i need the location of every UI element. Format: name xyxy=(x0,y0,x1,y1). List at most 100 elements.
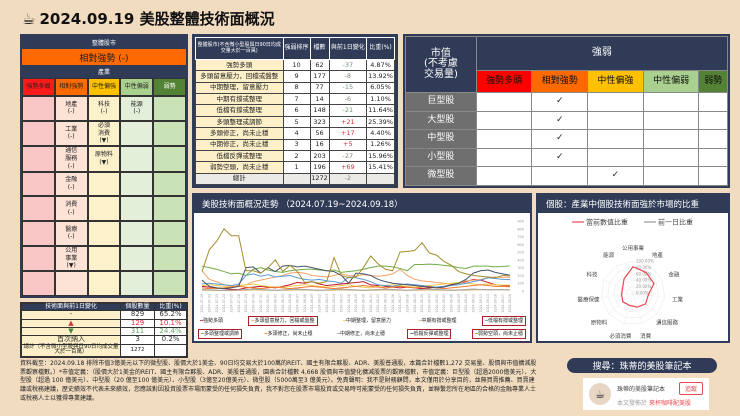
table-row: 中期有撐或整理 7 14 -6 1.10% xyxy=(195,93,395,106)
x-tick-label: 2024-08-30 xyxy=(420,294,424,313)
legend-swatch: ━ xyxy=(201,331,205,337)
table-row-total: 總計（不含微小型股與日90日均成交量大於一百萬） 1272 xyxy=(21,343,187,358)
table-row: 多頭修正，尚未止穩 4 56 +17 4.40% xyxy=(195,127,395,140)
matrix-cell xyxy=(587,129,644,149)
table-row: 中期修正，尚未止穩 3 16 +5 1.26% xyxy=(195,138,395,151)
series-line xyxy=(201,264,511,290)
table-cell: 弱勢空頭，尚未止穩 xyxy=(195,161,284,174)
legend-swatch: ━ xyxy=(200,318,204,324)
table-row: 首次納入 3 0.2% xyxy=(21,335,187,345)
x-tick-label: 2024-08-26 xyxy=(391,294,395,313)
industry-cell xyxy=(120,146,154,172)
industry-panel-header: 整體股市 xyxy=(22,36,186,49)
industry-cell xyxy=(120,245,154,272)
overall-strength-badge: 相對強勢 (-) xyxy=(22,49,186,65)
table-cell: 829 xyxy=(119,310,156,320)
x-tick-label: 2024-08-23 xyxy=(384,294,388,313)
x-tick-label: 2024-07-24 xyxy=(222,294,226,313)
legend-item: ━多頭整理或調節 xyxy=(198,329,243,339)
cap-row-label: 小型股 xyxy=(405,147,477,168)
table-cell: 10 xyxy=(282,58,311,72)
publication-link[interactable]: 來杯咖啡配美股 xyxy=(648,400,691,407)
radar-axis-label: 能源 xyxy=(603,251,615,259)
matrix-cell xyxy=(475,92,533,112)
table-cell xyxy=(282,172,311,186)
x-tick-label: 2024-08-29 xyxy=(413,294,417,313)
matrix-corner: 市值 (不考慮 交易量) xyxy=(405,36,477,93)
radar-chart-title: 個股：產業中個股技術面強於市場的比重 xyxy=(538,195,728,213)
industry-cell: 公用 事業 (▼) xyxy=(54,245,88,272)
industry-cell: 科技 (-) xyxy=(87,96,121,121)
radar-tick-label: 100.00% xyxy=(636,259,654,264)
industry-cell xyxy=(22,171,55,197)
author-name[interactable]: 珠蒂的美股筆記本 xyxy=(617,386,666,393)
x-tick-label: 2024-09-11 xyxy=(472,294,476,313)
industry-cell: 金融 (-) xyxy=(54,171,88,197)
matrix-row: 中型股 ✓ xyxy=(405,129,728,149)
radar-axis xyxy=(608,292,634,315)
industry-subheader: 產業 xyxy=(22,65,186,78)
follow-button[interactable]: 追蹤 xyxy=(679,382,704,395)
matrix-cell xyxy=(698,129,728,149)
matrix-cell xyxy=(642,92,700,112)
strength-column-header: 相對強勢 xyxy=(531,70,589,93)
matrix-cell xyxy=(698,110,728,131)
industry-cell: 能源 (-) xyxy=(120,96,154,121)
industry-cell xyxy=(153,171,186,197)
strength-column-header: 中性偏弱 xyxy=(642,70,700,93)
table-cell: 5 xyxy=(282,115,311,129)
industry-cell: 醫療 (-) xyxy=(54,221,88,246)
table-cell: 15.41% xyxy=(366,161,395,174)
matrix-cell xyxy=(642,129,700,149)
matrix-cell xyxy=(475,129,533,149)
table-cell: -27 xyxy=(328,149,368,163)
legend-swatch: ━ xyxy=(336,331,340,337)
legend-item: ━強勢多頭 xyxy=(198,317,225,325)
page-title: ☕ 2024.09.19 美股整體技術面概況 xyxy=(22,9,275,29)
table-cell: 1272 xyxy=(309,172,330,186)
x-tick-label: 2024-08-13 xyxy=(325,294,329,313)
industry-cell xyxy=(153,120,186,147)
table-cell: 3 xyxy=(282,138,311,151)
table-cell: 中期修正，尚未止穩 xyxy=(195,138,284,151)
legend-item: ━低檔有撐或整理 xyxy=(481,316,526,326)
matrix-cell xyxy=(475,147,533,168)
x-tick-label: 2024-08-27 xyxy=(398,294,402,313)
industry-cell: 原物料 (▼) xyxy=(87,146,121,172)
table-cell: 25.39% xyxy=(366,115,395,129)
table-cell: 16 xyxy=(309,138,330,151)
matrix-cell xyxy=(698,147,728,168)
legend-item: ━中期整理，留意壓力 xyxy=(341,317,393,325)
legend-swatch: ━ xyxy=(264,331,268,337)
radar-axis-label: 公用事業 xyxy=(622,244,645,252)
x-tick-label: 2024-09-03 xyxy=(428,294,432,313)
check-mark-icon: ✓ xyxy=(587,166,644,186)
industry-cell xyxy=(22,221,55,246)
radar-axis-label: 醫療保健 xyxy=(577,295,600,303)
avatar[interactable]: ☕ xyxy=(589,383,611,405)
coffee-cup-icon: ☕ xyxy=(22,9,36,28)
industry-strength-panel: 整體股市 相對強勢 (-) 產業 強勢多頭 相對強勢 中性偏強 中性偏弱 弱勢 地產 (-… xyxy=(20,34,188,298)
legend-label: 多頭留意壓力，回檔或盤整 xyxy=(254,318,315,324)
radar-axis xyxy=(623,292,634,324)
strength-column-header: 弱勢 xyxy=(698,70,728,93)
table-cell: 56 xyxy=(309,127,330,140)
industry-column-header: 強勢多頭 xyxy=(22,78,55,96)
table-cell: +17 xyxy=(328,127,368,140)
x-tick-label: 2024-08-09 xyxy=(310,294,314,313)
table-cell: 323 xyxy=(309,115,330,129)
table-cell: -37 xyxy=(328,58,368,72)
table-cell: 4.87% xyxy=(366,58,395,72)
strength-column-header: 中性偏強 xyxy=(587,70,644,93)
cap-row-label: 中型股 xyxy=(405,129,477,149)
y-tick-label: 300 xyxy=(517,266,524,270)
y-tick-label: 400 xyxy=(517,258,524,262)
industry-cell xyxy=(153,146,186,172)
industry-cell xyxy=(120,196,154,222)
x-tick-label: 2024-08-08 xyxy=(303,294,307,313)
matrix-cell xyxy=(642,166,700,186)
legend-item: ━多頭留意壓力，回檔或盤整 xyxy=(248,316,318,326)
table-cell xyxy=(366,172,395,186)
table-row: 中期整理，留意壓力 8 77 -15 6.05% xyxy=(195,81,395,95)
market-cap-matrix: 市值 (不考慮 交易量) 強弱 強勢多頭 相對強勢 中性偏強 中性偏弱 弱勢 巨型股 ✓ 大型股 ✓… xyxy=(403,34,730,188)
